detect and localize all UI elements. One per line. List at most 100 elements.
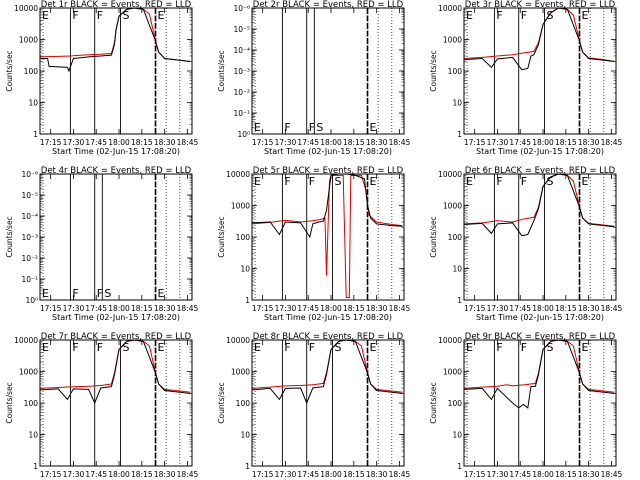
- x-tick-label: 17:15: [464, 138, 486, 147]
- y-tick-label: 1: [457, 462, 462, 471]
- y-axis-label: Counts/sec: [429, 216, 438, 257]
- y-tick-label: 10: [28, 431, 38, 440]
- lld-series-line: [463, 7, 615, 62]
- event-marker-label: E: [254, 341, 261, 354]
- event-marker-label: F: [72, 287, 78, 300]
- event-marker-label: S: [104, 287, 111, 300]
- plot-frame: [39, 339, 193, 467]
- panel-title: Det 7r BLACK = Events, RED = LLD: [41, 332, 192, 342]
- event-marker-label: E: [42, 341, 49, 354]
- x-tick-label: 17:15: [464, 304, 486, 313]
- y-axis-label: Counts/sec: [217, 382, 226, 423]
- event-marker-label: F: [309, 121, 315, 134]
- y-tick-label: 1: [33, 462, 38, 471]
- x-tick-label: 17:45: [297, 138, 319, 147]
- y-tick-label: 1: [457, 296, 462, 305]
- lld-series-line: [251, 174, 403, 298]
- x-tick-label: 18:00: [108, 138, 130, 147]
- event-marker-label: E: [370, 175, 377, 188]
- x-tick-label: 18:30: [578, 470, 600, 479]
- y-tick-label: 1: [33, 130, 38, 139]
- x-tick-label: 18:45: [177, 304, 199, 313]
- event-marker-label: E: [466, 341, 473, 354]
- event-marker-label: F: [309, 341, 315, 354]
- y-tick-label: 10⁻⁴: [233, 46, 250, 55]
- y-tick-label: 10⁻¹: [233, 109, 250, 118]
- event-marker-label: F: [309, 175, 315, 188]
- panel-title: Det 1r BLACK = Events, RED = LLD: [41, 0, 192, 10]
- events-series-line: [40, 7, 191, 73]
- x-axis-label: Start Time (02-Jun-15 17:08:20): [476, 313, 604, 322]
- x-tick-label: 18:45: [389, 470, 411, 479]
- y-tick-label: 1: [245, 462, 250, 471]
- x-axis-label: Start Time (02-Jun-15 17:08:20): [264, 147, 392, 156]
- y-tick-label: 10000: [226, 336, 250, 345]
- x-tick-label: 17:30: [275, 470, 297, 479]
- x-axis-label: Start Time (02-Jun-15 17:08:20): [52, 147, 180, 156]
- event-marker-label: E: [466, 175, 473, 188]
- x-tick-label: 17:45: [85, 138, 107, 147]
- y-axis-label: Counts/sec: [5, 382, 14, 423]
- y-tick-label: 10⁻¹: [21, 275, 38, 284]
- y-tick-label: 1000: [231, 202, 250, 211]
- event-marker-label: F: [97, 287, 103, 300]
- y-tick-label: 1000: [443, 368, 462, 377]
- panel-title: Det 8r BLACK = Events, RED = LLD: [253, 332, 404, 342]
- event-marker-label: S: [335, 175, 342, 188]
- lld-series-line: [463, 173, 615, 227]
- events-series-line: [251, 173, 403, 239]
- event-marker-label: S: [547, 175, 554, 188]
- x-tick-label: 18:00: [532, 470, 554, 479]
- plot-frame: [39, 7, 193, 135]
- x-tick-label: 18:15: [555, 470, 577, 479]
- x-tick-label: 18:30: [154, 304, 176, 313]
- panel-title: Det 2r BLACK = Events, RED = LLD: [253, 0, 404, 10]
- x-tick-label: 18:45: [177, 470, 199, 479]
- x-tick-label: 18:45: [389, 138, 411, 147]
- y-tick-label: 10: [452, 99, 462, 108]
- y-tick-label: 10: [240, 265, 250, 274]
- x-tick-label: 17:30: [487, 304, 509, 313]
- x-tick-label: 18:15: [343, 470, 365, 479]
- lld-series-line: [463, 339, 615, 393]
- x-tick-label: 18:30: [154, 470, 176, 479]
- event-marker-label: F: [72, 9, 78, 22]
- x-tick-label: 17:45: [297, 304, 319, 313]
- panel-title: Det 9r BLACK = Events, RED = LLD: [465, 332, 616, 342]
- x-tick-label: 17:45: [509, 138, 531, 147]
- y-tick-label: 10⁻³: [233, 67, 250, 76]
- event-marker-label: E: [582, 341, 589, 354]
- event-marker-label: E: [42, 9, 49, 22]
- x-tick-label: 18:15: [555, 138, 577, 147]
- x-tick-label: 17:15: [252, 138, 274, 147]
- x-tick-label: 18:30: [154, 138, 176, 147]
- x-tick-label: 18:00: [532, 304, 554, 313]
- y-axis-label: Counts/sec: [429, 50, 438, 91]
- event-marker-label: E: [42, 287, 49, 300]
- y-tick-label: 100: [236, 399, 251, 408]
- x-tick-label: 18:30: [366, 304, 388, 313]
- x-tick-label: 17:15: [40, 138, 62, 147]
- y-tick-label: 10000: [226, 170, 250, 179]
- plot-frame: [251, 7, 405, 135]
- x-tick-label: 17:15: [252, 304, 274, 313]
- x-tick-label: 18:15: [131, 304, 153, 313]
- event-marker-label: F: [496, 341, 502, 354]
- event-marker-label: F: [284, 341, 290, 354]
- y-tick-label: 10000: [14, 4, 38, 13]
- event-marker-label: F: [97, 9, 103, 22]
- plot-frame: [251, 339, 405, 467]
- plot-frame: [463, 339, 617, 467]
- x-tick-label: 18:15: [343, 304, 365, 313]
- y-tick-label: 10: [240, 431, 250, 440]
- y-tick-label: 10⁻³: [21, 233, 38, 242]
- panel-title: Det 3r BLACK = Events, RED = LLD: [465, 0, 616, 10]
- event-marker-label: E: [254, 175, 261, 188]
